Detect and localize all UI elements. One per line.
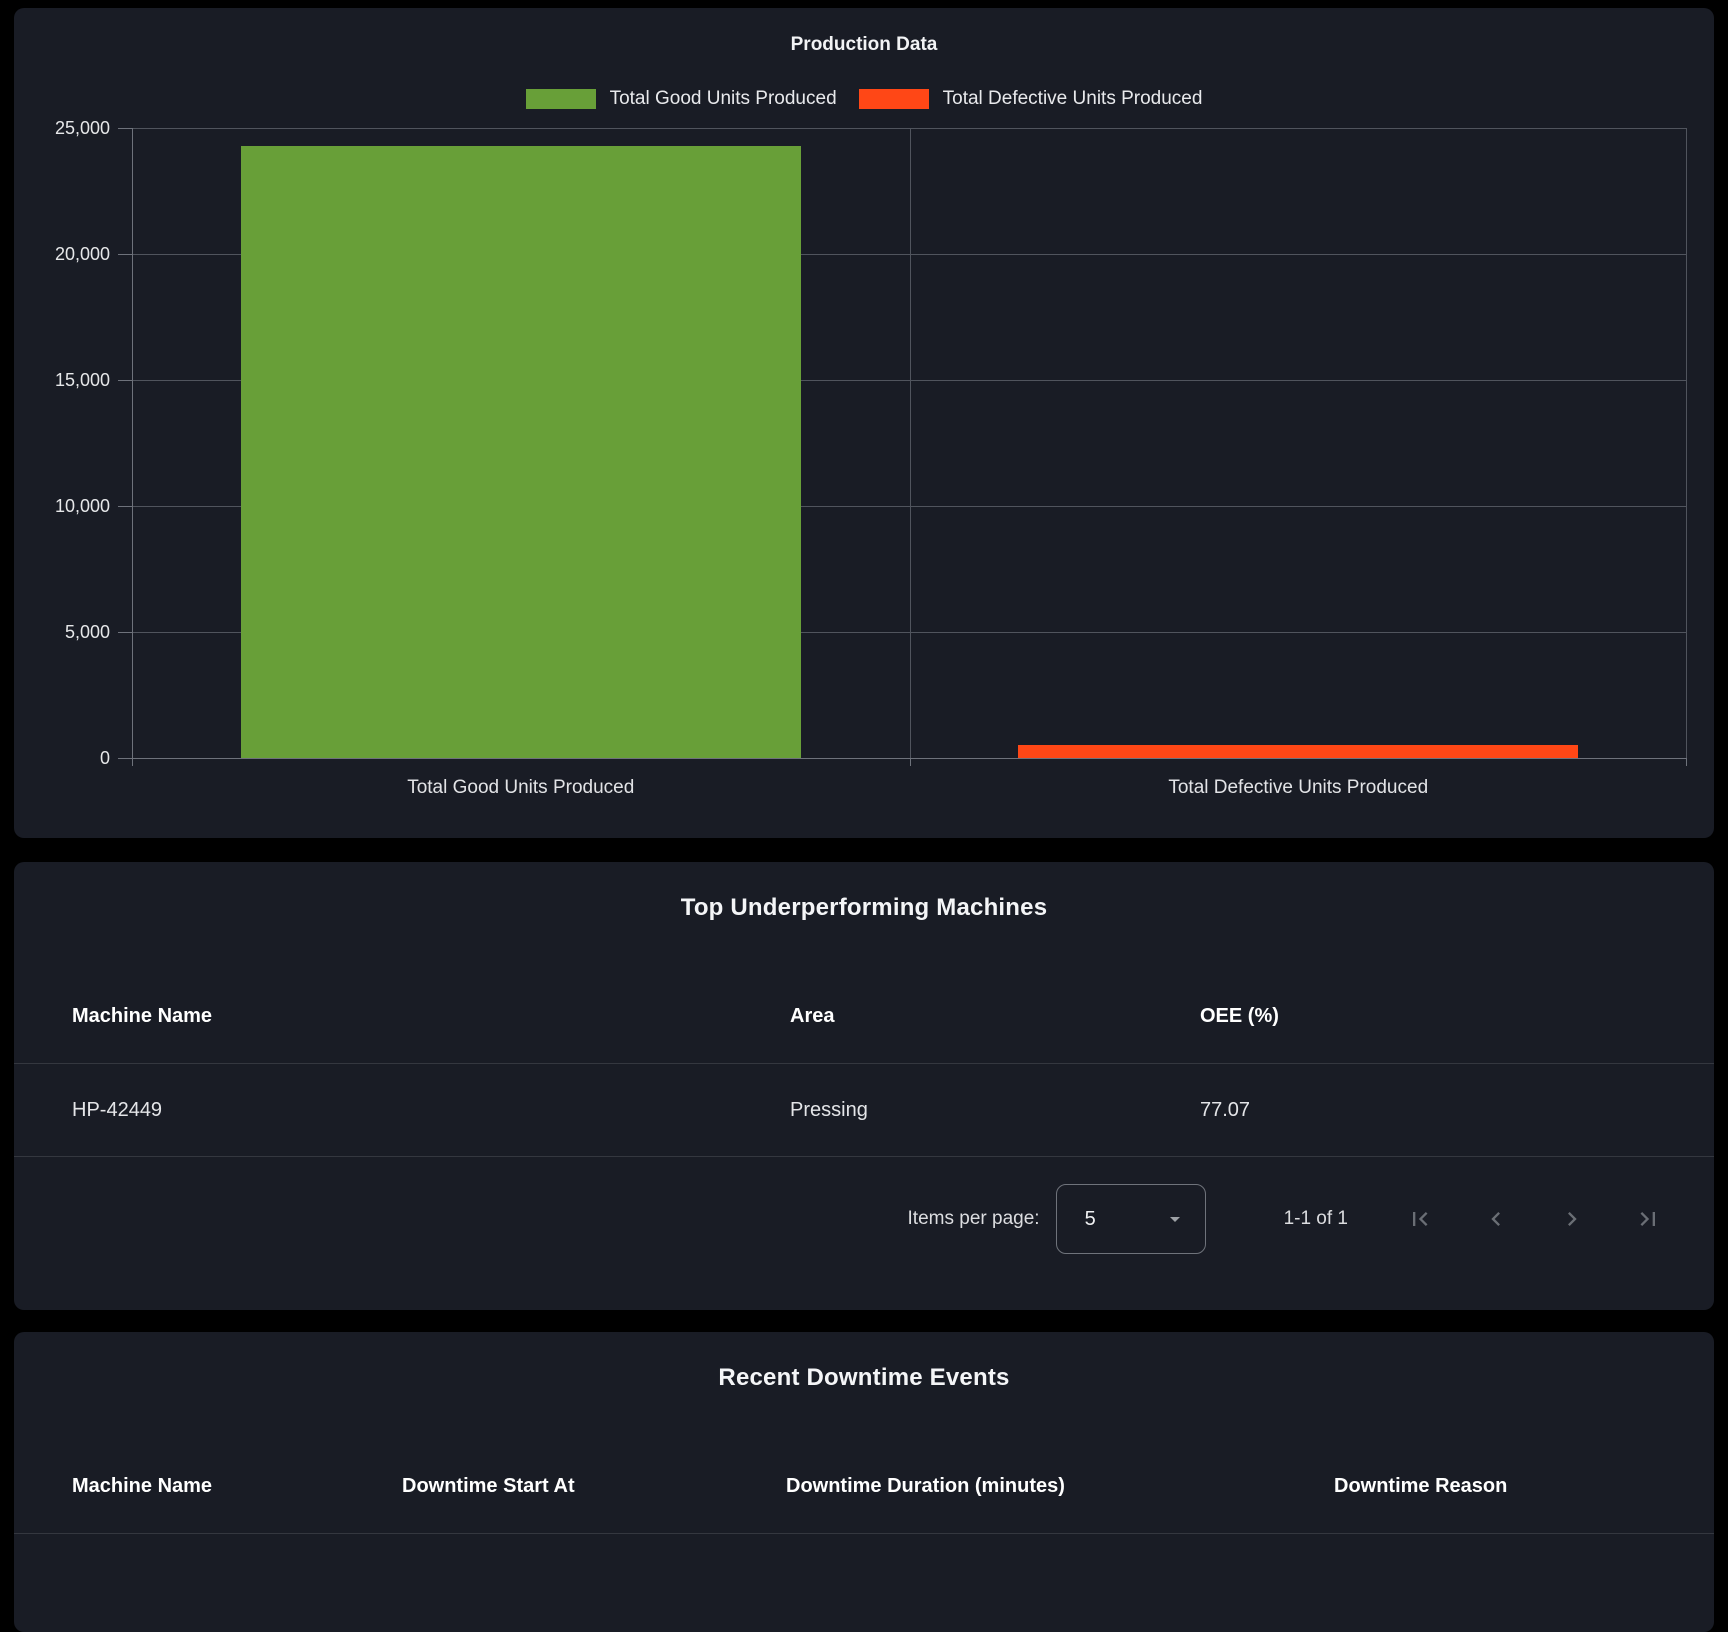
legend-label: Total Defective Units Produced	[942, 88, 1203, 109]
paginator-range-label: 1-1 of 1	[1283, 1208, 1348, 1229]
y-axis-tick	[118, 128, 132, 129]
legend-item-total-good-units-produced[interactable]: Total Good Units Produced	[525, 88, 837, 110]
bar-total-defective-units-produced[interactable]	[1018, 745, 1579, 758]
next-page-button[interactable]	[1536, 1183, 1608, 1255]
chart-legend: Total Good Units Produced Total Defective…	[14, 88, 1714, 110]
x-axis-tick	[909, 758, 911, 766]
cell-oee: 77.07	[1200, 1098, 1251, 1121]
legend-swatch	[525, 89, 596, 109]
x-axis-category-label: Total Good Units Produced	[407, 777, 635, 798]
card-title: Recent Downtime Events	[718, 1364, 1010, 1391]
column-header-downtime-reason: Downtime Reason	[1334, 1475, 1508, 1497]
chart-plot-area	[132, 128, 1687, 759]
items-per-page-value: 5	[1084, 1207, 1096, 1230]
y-axis-tick-label: 15,000	[54, 370, 110, 390]
y-axis-tick	[118, 758, 132, 759]
paginator: Items per page: 5 1-1 of 1	[14, 1157, 1714, 1281]
bar-total-good-units-produced[interactable]	[240, 146, 801, 758]
legend-item-total-defective-units-produced[interactable]: Total Defective Units Produced	[858, 88, 1203, 110]
column-header-machine-name: Machine Name	[72, 1005, 213, 1027]
column-header-machine-name: Machine Name	[72, 1475, 213, 1497]
next-page-icon	[1558, 1205, 1586, 1233]
x-axis-labels: Total Good Units Produced Total Defective…	[132, 774, 1687, 802]
x-axis-category-label: Total Defective Units Produced	[1168, 777, 1429, 798]
previous-page-icon	[1482, 1205, 1510, 1233]
y-axis-tick-label: 10,000	[54, 496, 110, 516]
chart-title: Production Data	[790, 34, 938, 55]
y-axis-labels: 25,000 20,000 15,000 10,000 5,000 0	[14, 118, 110, 768]
y-axis-tick-label: 0	[99, 748, 110, 768]
dropdown-arrow-icon	[1163, 1207, 1187, 1231]
items-per-page-select[interactable]: 5	[1055, 1184, 1206, 1254]
y-axis-tick	[118, 380, 132, 381]
underperforming-machines-card: Top Underperforming Machines Machine Nam…	[14, 862, 1714, 1310]
x-axis-tick	[132, 758, 133, 766]
table-header-row: Machine Name Downtime Start At Downtime …	[14, 1440, 1714, 1534]
cell-area: Pressing	[790, 1098, 868, 1121]
y-axis-tick-label: 20,000	[54, 244, 110, 264]
column-header-downtime-duration: Downtime Duration (minutes)	[786, 1475, 1065, 1497]
gridline	[909, 128, 911, 758]
recent-downtime-card: Recent Downtime Events Machine Name Down…	[14, 1332, 1714, 1632]
production-chart-card: Production Data Total Good Units Produce…	[14, 8, 1714, 838]
legend-swatch	[858, 89, 929, 109]
y-axis-tick	[118, 254, 132, 255]
y-axis-tick-label: 5,000	[64, 622, 110, 642]
gridline	[1686, 128, 1687, 758]
first-page-button[interactable]	[1384, 1183, 1456, 1255]
items-per-page-label: Items per page:	[907, 1208, 1040, 1229]
previous-page-button[interactable]	[1460, 1183, 1532, 1255]
table-row: HP-42449 Pressing 77.07	[14, 1064, 1714, 1157]
y-axis-tick	[118, 632, 132, 633]
table-header-row: Machine Name Area OEE (%)	[14, 970, 1714, 1064]
last-page-icon	[1634, 1205, 1662, 1233]
legend-label: Total Good Units Produced	[609, 88, 837, 109]
card-title: Top Underperforming Machines	[680, 894, 1048, 921]
cell-machine-name: HP-42449	[72, 1098, 163, 1121]
gridline	[132, 128, 133, 758]
column-header-oee: OEE (%)	[1200, 1005, 1279, 1027]
last-page-button[interactable]	[1612, 1183, 1684, 1255]
column-header-downtime-start: Downtime Start At	[402, 1475, 575, 1497]
x-axis-tick	[1686, 758, 1687, 766]
y-axis-tick-label: 25,000	[54, 118, 110, 138]
first-page-icon	[1406, 1205, 1434, 1233]
column-header-area: Area	[790, 1005, 835, 1027]
y-axis-tick	[118, 506, 132, 507]
